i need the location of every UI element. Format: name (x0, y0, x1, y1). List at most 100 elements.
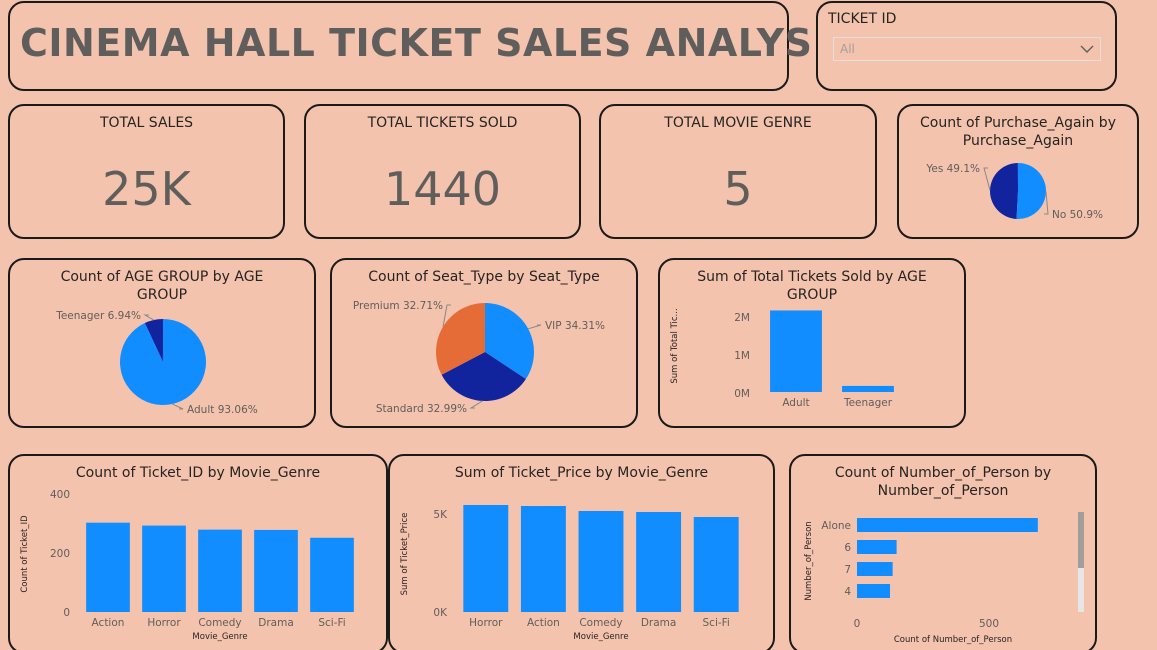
purchase-again-title-1: Count of Purchase_Again by (920, 115, 1116, 131)
pie-label-standard: Standard 32.99% (376, 403, 467, 415)
x-tick-label-0: 0 (854, 618, 861, 630)
y-tick-label-0: 0 (63, 607, 70, 619)
total-genre-label: TOTAL MOVIE GENRE (664, 115, 812, 131)
bar-7 (857, 562, 893, 576)
pie-label-premium: Premium 32.71% (353, 300, 443, 312)
x-axis-label: Movie_Genre (573, 632, 628, 642)
total-tickets-card: TOTAL TICKETS SOLD 1440 (304, 104, 581, 239)
x-tick-label-drama: Drama (258, 617, 294, 629)
age-group-title-2: GROUP (136, 287, 188, 303)
y-tick-label-5k: 5K (433, 509, 448, 521)
y-axis-label: Sum of Total Tic... (670, 308, 680, 383)
bar-alone (857, 518, 1038, 532)
bar-4 (857, 584, 890, 598)
pie-slice-teenager (144, 319, 163, 362)
slicer-label: TICKET ID (828, 11, 897, 27)
y-tick-label-6: 6 (844, 542, 851, 554)
purchase-again-pie: Yes 49.1% No 50.9% (925, 163, 1103, 221)
price-by-genre-title: Sum of Ticket_Price by Movie_Genre (454, 465, 709, 481)
bar-drama (636, 512, 682, 612)
pie-slice-yes (990, 163, 1018, 219)
bar-horror (463, 505, 509, 612)
y-tick-label-0m: 0M (734, 388, 750, 400)
y-tick-label-4: 4 (844, 586, 851, 598)
chevron-down-icon (1080, 45, 1094, 53)
x-tick-label-comedy: Comedy (579, 617, 622, 629)
pie-label-no: No 50.9% (1052, 209, 1103, 221)
ticket-count-title: Count of Ticket_ID by Movie_Genre (75, 465, 321, 481)
pie-leader-vip (528, 324, 542, 330)
dropdown-selected-value: All (840, 42, 855, 56)
x-tick-label-comedy: Comedy (198, 617, 241, 629)
total-sales-card: TOTAL SALES 25K (8, 104, 285, 239)
bar-comedy (198, 529, 242, 612)
x-axis-label: Count of Number_of_Person (894, 635, 1012, 645)
number-of-person-bar-chart: Alone 6 7 4 0 500 Count of Number_of_Person Num… (804, 518, 1038, 645)
x-tick-label-horror: Horror (147, 617, 181, 629)
x-tick-label-sci-fi: Sci-Fi (318, 617, 345, 629)
bar-comedy (578, 511, 624, 612)
pie-slice-adult (120, 319, 207, 405)
y-axis-label: Number_of_Person (804, 521, 814, 600)
tickets-by-age-title-1: Sum of Total Tickets Sold by AGE (697, 269, 927, 285)
seat-type-pie: VIP 34.31% Standard 32.99% Premium 32.71% (353, 300, 605, 415)
number-of-person-card: Count of Number_of_Person by Number_of_P… (789, 454, 1097, 650)
seat-type-card: Count of Seat_Type by Seat_Type VIP 34.3… (330, 258, 638, 428)
pie-slice-vip (485, 303, 534, 380)
seat-type-title: Count of Seat_Type by Seat_Type (368, 269, 600, 285)
number-of-person-title-1: Count of Number_of_Person by (834, 465, 1052, 481)
number-of-person-title-2: Number_of_Person (877, 483, 1009, 499)
chart-scrollbar-thumb[interactable] (1078, 512, 1084, 568)
tickets-by-age-bar-chart: Adult Teenager 0M 1M 2M Sum of Total Tic... (670, 308, 894, 409)
y-axis-label: Count of Ticket_ID (20, 515, 30, 593)
bar-action (86, 522, 130, 612)
pie-label-adult: Adult 93.06% (187, 404, 258, 416)
y-tick-label-7: 7 (844, 564, 851, 576)
y-tick-label-2m: 2M (734, 312, 750, 324)
purchase-again-title-2: Purchase_Again (962, 133, 1074, 149)
total-sales-value: 25K (102, 162, 191, 216)
tickets-by-age-title-2: GROUP (786, 287, 838, 303)
purchase-again-card: Count of Purchase_Again by Purchase_Agai… (897, 104, 1139, 239)
x-tick-label-action: Action (92, 617, 125, 629)
bar-horror (142, 525, 186, 612)
chart-scrollbar[interactable] (1078, 512, 1084, 612)
pie-label-teenager: Teenager 6.94% (55, 310, 141, 322)
y-tick-label-0k: 0K (433, 607, 448, 619)
title-card: CINEMA HALL TICKET SALES ANALYSIS (8, 1, 854, 91)
ticket-id-slicer: TICKET ID All (816, 1, 1117, 91)
pie-label-yes: Yes 49.1% (925, 163, 980, 175)
y-tick-label-alone: Alone (821, 520, 851, 532)
pie-leader-premium (442, 304, 451, 327)
pie-slice-no (1016, 163, 1047, 219)
age-group-card: Count of AGE GROUP by AGE GROUP Teenager… (8, 258, 316, 428)
bar-sci-fi (693, 517, 739, 612)
x-tick-label-action: Action (527, 617, 560, 629)
bar-action (520, 506, 566, 612)
x-axis-label: Movie_Genre (192, 632, 247, 642)
price-by-genre-card: Sum of Ticket_Price by Movie_Genre Horro… (388, 454, 775, 650)
ticket-id-dropdown[interactable]: All (833, 37, 1101, 61)
x-tick-label-horror: Horror (469, 617, 503, 629)
pie-leader-adult (172, 403, 184, 410)
pie-leader-standard (469, 400, 483, 409)
x-tick-label-drama: Drama (641, 617, 677, 629)
total-genre-value: 5 (723, 162, 753, 216)
bar-sci-fi (310, 537, 354, 612)
pie-leader-no (1044, 191, 1049, 215)
pie-slice-premium (436, 303, 486, 375)
age-group-pie: Teenager 6.94% Adult 93.06% (55, 310, 258, 416)
x-tick-label-adult: Adult (782, 397, 809, 409)
ticket-count-by-genre-card: Count of Ticket_ID by Movie_Genre Action… (8, 454, 388, 650)
y-axis-label: Sum of Ticket_Price (400, 513, 410, 596)
bar-adult (770, 310, 822, 392)
bar-drama (254, 529, 298, 612)
total-tickets-label: TOTAL TICKETS SOLD (367, 115, 518, 131)
price-by-genre-bar-chart: Horror Action Comedy Drama Sci-Fi 0K 5K Sum of … (400, 505, 739, 642)
bar-teenager (842, 385, 894, 392)
pie-slice-standard (441, 352, 526, 401)
tickets-by-age-card: Sum of Total Tickets Sold by AGE GROUP A… (658, 258, 966, 428)
pie-leader-yes (983, 167, 991, 191)
y-tick-label-200: 200 (50, 548, 70, 560)
pie-leader-teenager (143, 314, 154, 321)
